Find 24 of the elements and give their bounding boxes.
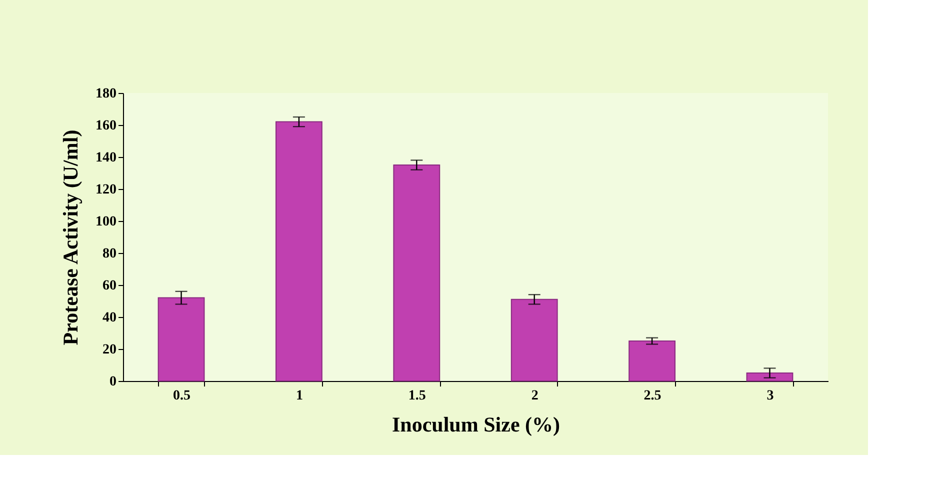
x-tick-label: 1.5 xyxy=(408,388,426,404)
y-tick-label: 100 xyxy=(96,214,116,230)
y-tick-label: 20 xyxy=(102,342,116,358)
bar xyxy=(158,297,205,382)
bar xyxy=(628,340,676,382)
y-tick-label: 40 xyxy=(102,310,116,326)
y-tick-label: 60 xyxy=(102,278,116,294)
y-axis-title: Protease Activity (U/ml) xyxy=(58,130,82,346)
y-tick-label: 160 xyxy=(96,118,116,134)
y-tick-label: 80 xyxy=(102,246,116,262)
x-tick-label: 2 xyxy=(531,388,538,404)
x-tick-label: 0.5 xyxy=(173,388,191,404)
bar xyxy=(510,298,558,382)
bar xyxy=(746,372,794,382)
y-tick-label: 120 xyxy=(96,182,116,198)
x-tick-label: 3 xyxy=(766,388,774,404)
x-tick-label: 1 xyxy=(296,388,303,404)
x-tick-label: 2.5 xyxy=(644,388,662,404)
x-axis-title: Inoculum Size (%) xyxy=(392,412,560,436)
bar xyxy=(276,121,322,382)
y-tick-label: 140 xyxy=(96,150,116,166)
y-tick-label: 180 xyxy=(96,86,116,102)
y-tick-label: 0 xyxy=(110,374,116,390)
bar xyxy=(393,164,440,382)
